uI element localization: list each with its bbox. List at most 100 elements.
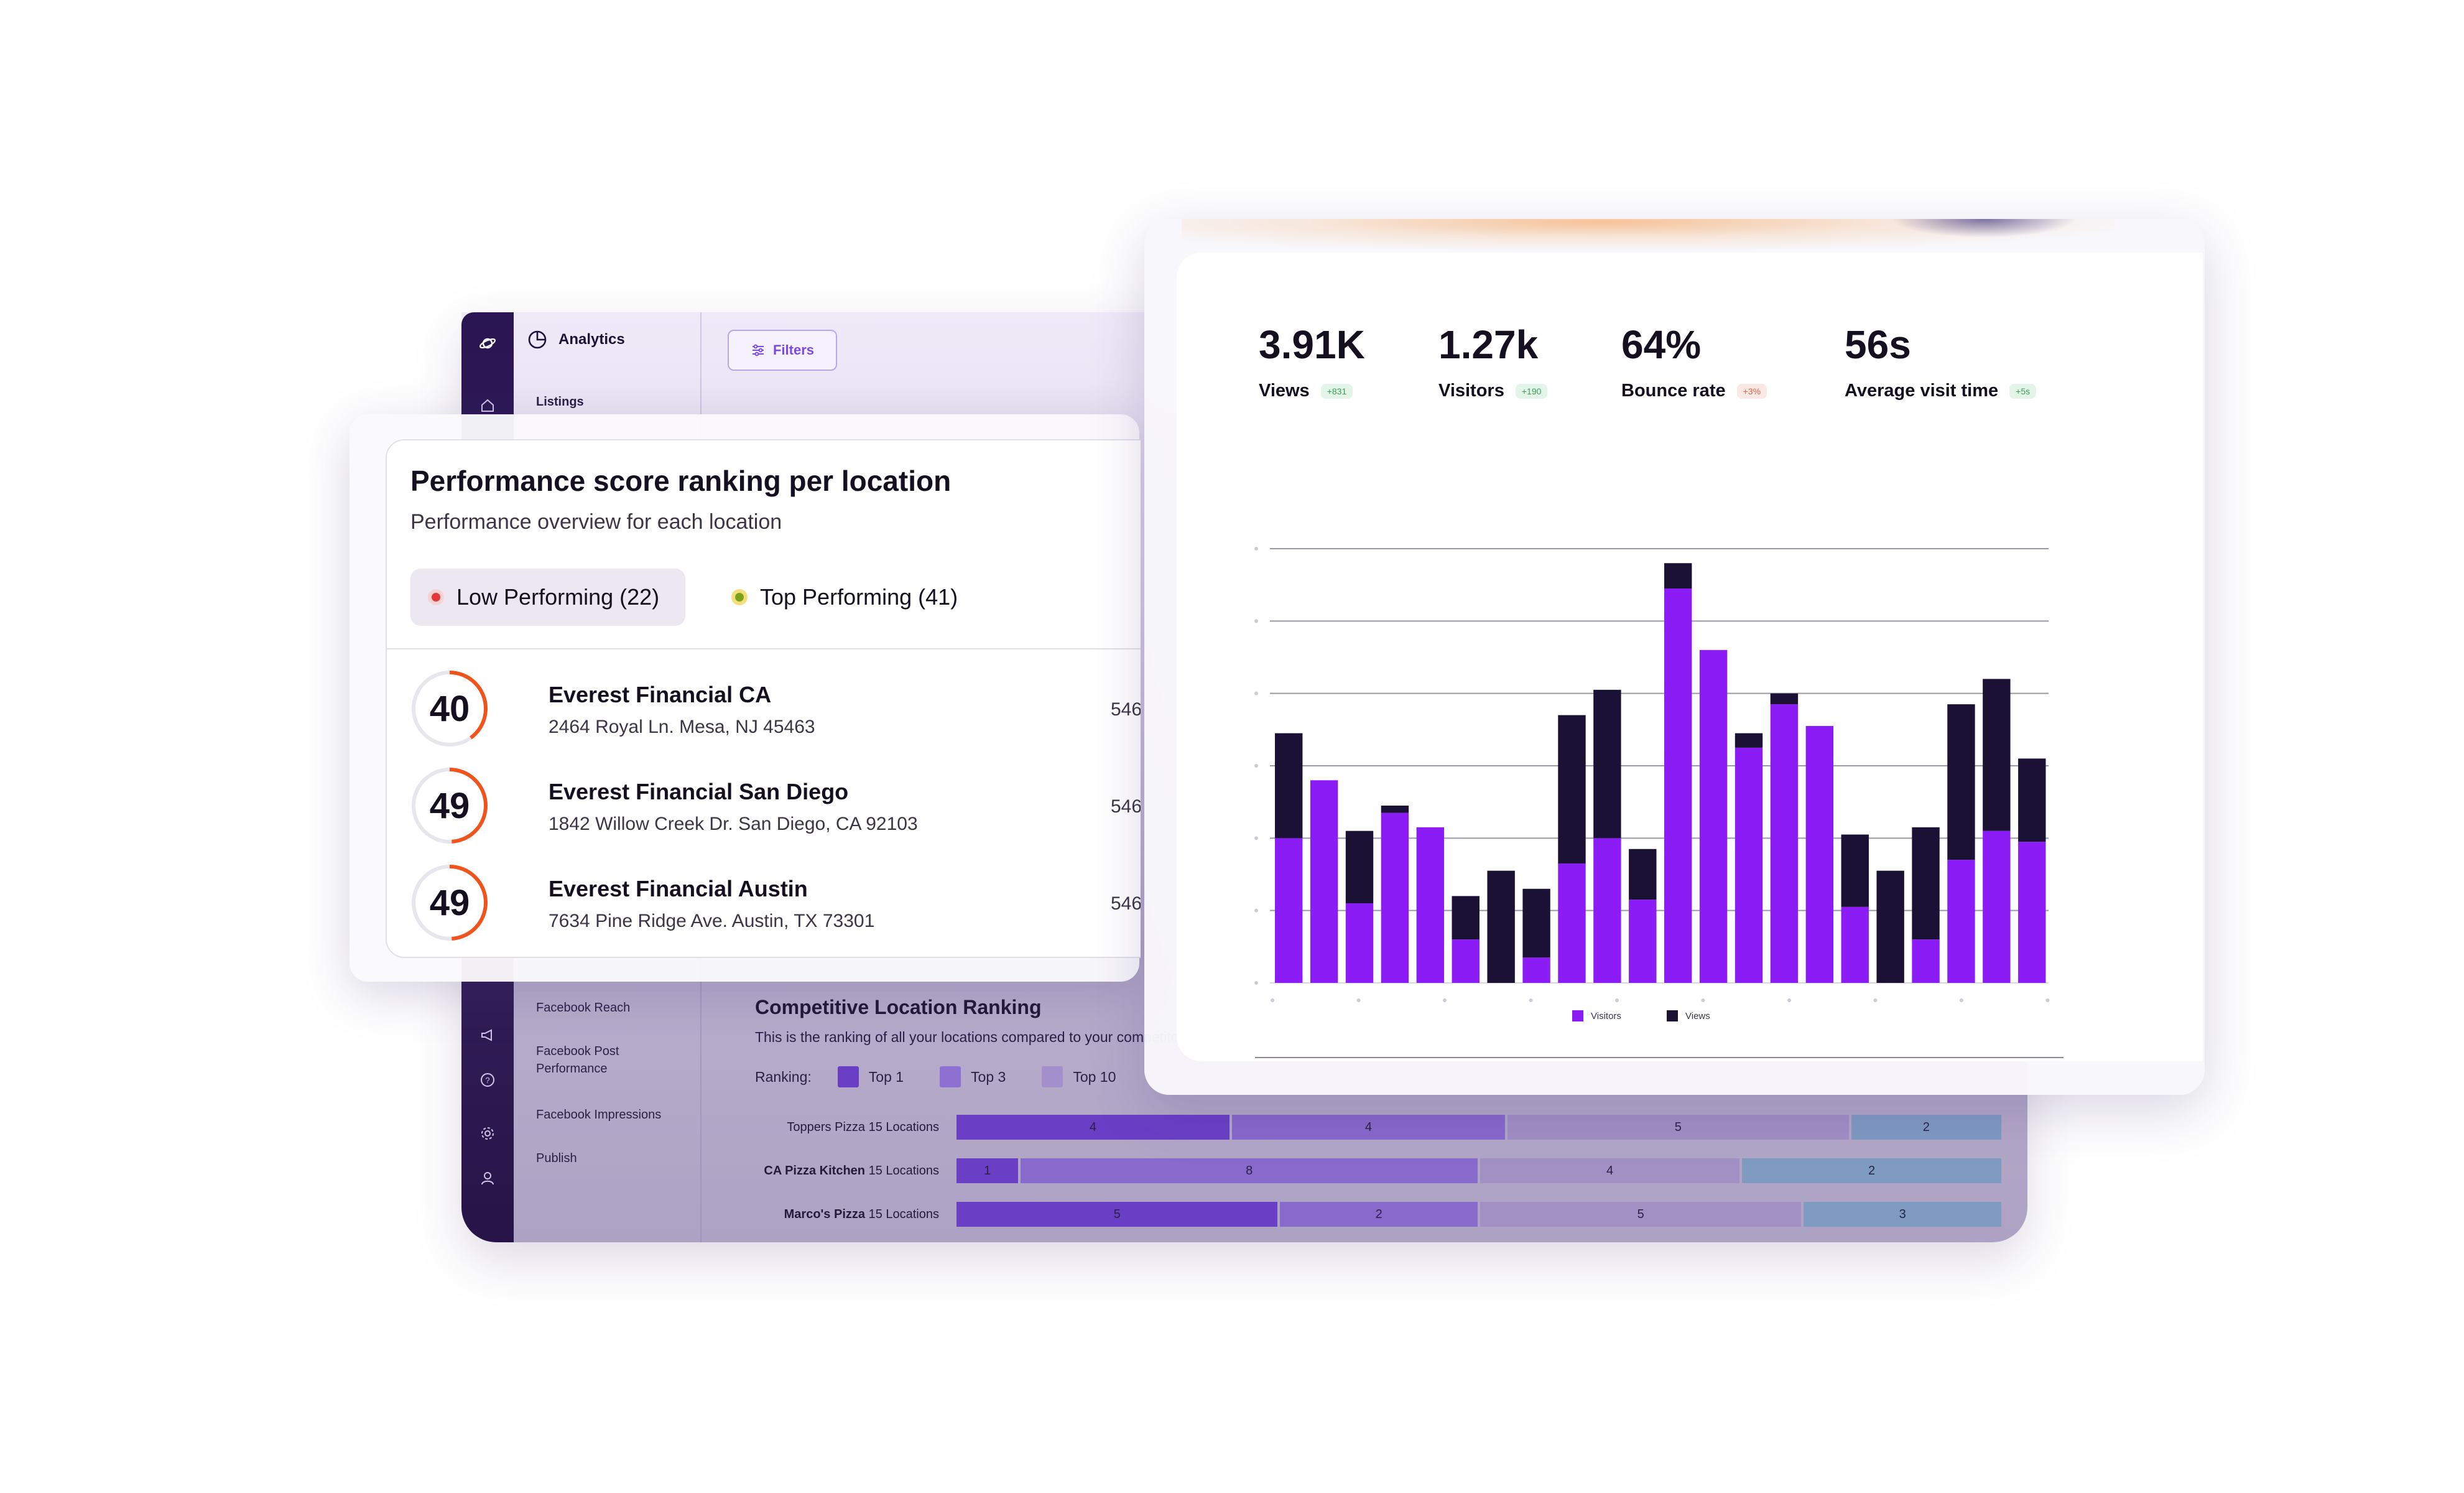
y-tick-dot <box>1254 764 1258 768</box>
rank-segment: 5 <box>956 1202 1278 1227</box>
bar-views[interactable] <box>1947 704 1975 860</box>
location-value: 546 <box>1111 796 1141 817</box>
competitor-brand: Toppers Pizza <box>787 1120 866 1134</box>
bar-visitors[interactable] <box>1522 957 1550 983</box>
competitor-name: Toppers Pizza 15 Locations <box>754 1120 956 1135</box>
competitor-row[interactable]: CA Pizza Kitchen 15 Locations 1 8 4 2 <box>754 1158 2001 1183</box>
legend-top-1: Top 1 <box>837 1066 904 1087</box>
location-row[interactable]: 49 Everest Financial San Diego 1842 Will… <box>410 766 1141 860</box>
y-tick-dot <box>1254 619 1258 623</box>
competitor-bars: 1 8 4 2 <box>956 1158 2001 1183</box>
location-row[interactable]: 49 Everest Financial Austin 7634 Pine Ri… <box>410 863 1141 957</box>
bar-visitors[interactable] <box>1664 588 1692 983</box>
bar-visitors[interactable] <box>1770 704 1799 983</box>
bar-views[interactable] <box>1629 849 1657 900</box>
bar-views[interactable] <box>1275 733 1303 839</box>
bar-visitors[interactable] <box>1947 860 1975 983</box>
bar-visitors[interactable] <box>1735 747 1763 983</box>
x-tick-dot <box>1873 998 1878 1002</box>
bar-visitors[interactable] <box>1558 863 1586 983</box>
y-tick-dot <box>1254 836 1258 840</box>
competitor-locations: 15 Locations <box>868 1163 939 1178</box>
rank-segment: 8 <box>1021 1158 1478 1183</box>
bar-views[interactable] <box>1558 715 1586 864</box>
score-value: 40 <box>429 688 470 729</box>
bar-visitors[interactable] <box>1912 939 1940 983</box>
performance-card: Performance score ranking per location P… <box>386 439 1141 958</box>
bar-views[interactable] <box>1912 827 1940 940</box>
user-icon[interactable] <box>475 1166 500 1191</box>
megaphone-icon[interactable] <box>475 1023 500 1048</box>
home-icon[interactable] <box>475 393 500 418</box>
stat-value: 3.91K <box>1259 322 1365 367</box>
stat-delta-badge: +3% <box>1736 383 1767 399</box>
nav-item-facebook-post-performance[interactable]: Facebook Post Performance <box>536 1044 619 1076</box>
legend-label: Top 3 <box>971 1068 1006 1085</box>
help-icon[interactable]: ? <box>475 1067 500 1092</box>
bar-views[interactable] <box>1522 888 1550 958</box>
location-row[interactable]: 40 Everest Financial CA 2464 Royal Ln. M… <box>410 669 1141 763</box>
legend-top-3: Top 3 <box>940 1066 1006 1087</box>
ranking-legend: Ranking: Top 1 Top 3 Top 10 <box>755 1066 1152 1087</box>
rank-segment: 3 <box>1804 1202 2001 1227</box>
bar-views[interactable] <box>1452 896 1480 940</box>
legend-swatch <box>837 1066 859 1087</box>
analytics-header[interactable]: Analytics <box>526 328 625 351</box>
bar-visitors[interactable] <box>1310 780 1338 983</box>
bar-visitors[interactable] <box>1381 812 1409 983</box>
location-name: Everest Financial Austin <box>549 876 808 901</box>
bar-views[interactable] <box>1345 830 1374 904</box>
bar-views[interactable] <box>1381 805 1409 813</box>
tab-top-performing[interactable]: Top Performing (41) <box>735 569 958 626</box>
bar-views[interactable] <box>1770 693 1799 705</box>
bar-visitors[interactable] <box>1275 838 1303 983</box>
bar-visitors[interactable] <box>1452 939 1480 983</box>
stat-label: Bounce rate <box>1621 381 1726 401</box>
bar-views[interactable] <box>1487 870 1515 983</box>
bar-views[interactable] <box>1593 689 1621 839</box>
tab-low-performing[interactable]: Low Performing (22) <box>410 569 686 626</box>
bar-visitors[interactable] <box>1841 906 1869 983</box>
bar-visitors[interactable] <box>2018 842 2046 983</box>
bar-visitors[interactable] <box>1983 830 2011 983</box>
competitor-row[interactable]: Marco's Pizza 15 Locations 5 2 5 3 <box>754 1202 2001 1227</box>
score-arc <box>412 865 488 941</box>
bar-visitors[interactable] <box>1699 649 1728 983</box>
legend-label: Top 1 <box>868 1068 904 1085</box>
legend-swatch <box>940 1066 961 1087</box>
stat-label: Views <box>1259 381 1310 401</box>
bar-views[interactable] <box>1841 834 1869 907</box>
green-status-dot-icon <box>735 593 744 602</box>
stat-delta-badge: +5s <box>2009 383 2037 399</box>
nav-item-facebook-impressions[interactable]: Facebook Impressions <box>536 1108 662 1122</box>
bar-views[interactable] <box>1983 679 2011 831</box>
location-address: 2464 Royal Ln. Mesa, NJ 45463 <box>549 717 815 737</box>
filters-button[interactable]: Filters <box>728 330 837 371</box>
bar-views[interactable] <box>2018 758 2046 842</box>
bar-visitors[interactable] <box>1416 827 1445 983</box>
x-tick-dot <box>1271 998 1274 1002</box>
score-value: 49 <box>429 785 470 826</box>
competitor-row[interactable]: Toppers Pizza 15 Locations 4 4 5 2 <box>754 1115 2002 1140</box>
x-tick-dot <box>1787 998 1791 1002</box>
stat-views: 3.91K Views +831 <box>1259 325 1365 401</box>
settings-icon[interactable] <box>475 1121 500 1146</box>
bar-views[interactable] <box>1664 563 1692 588</box>
bar-visitors[interactable] <box>1629 900 1657 983</box>
nav-item-listings[interactable]: Listings <box>536 395 584 409</box>
bar-visitors[interactable] <box>1805 726 1834 983</box>
x-tick-dot <box>1615 998 1619 1002</box>
bar-visitors[interactable] <box>1593 838 1621 983</box>
rank-segment: 2 <box>1851 1115 2002 1140</box>
competitor-locations: 15 Locations <box>868 1120 939 1134</box>
x-tick-dot <box>1701 998 1705 1002</box>
nav-item-facebook-reach[interactable]: Facebook Reach <box>536 1001 631 1015</box>
planet-logo-icon[interactable] <box>474 330 501 357</box>
location-value: 546 <box>1111 699 1141 720</box>
stat-visitors: 1.27k Visitors +190 <box>1438 325 1548 401</box>
nav-item-publish[interactable]: Publish <box>536 1151 577 1165</box>
y-tick-dot <box>1254 691 1258 695</box>
bar-views[interactable] <box>1876 870 1904 983</box>
bar-views[interactable] <box>1735 733 1763 748</box>
bar-visitors[interactable] <box>1345 903 1374 983</box>
